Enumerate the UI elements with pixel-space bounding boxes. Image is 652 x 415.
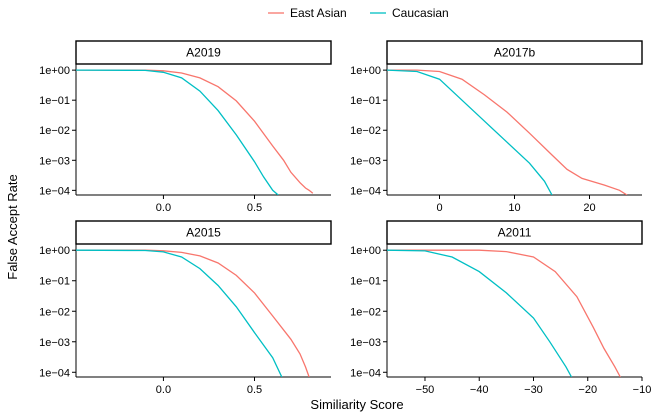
x-tick-label: 10 (508, 202, 520, 214)
y-tick-label: 1e+00 (39, 65, 70, 77)
series-line-east-asian (387, 249, 621, 377)
x-tick-label: −30 (524, 384, 543, 396)
y-tick-label: 1e−01 (39, 276, 70, 288)
y-tick-label: 1e−02 (39, 125, 70, 137)
legend: East Asian Caucasian (268, 6, 449, 20)
series-line-caucasian (387, 249, 573, 377)
x-axis-title: Similiarity Score (310, 397, 403, 412)
x-tick-label: 0.5 (247, 384, 262, 396)
y-tick-label: 1e−03 (350, 155, 381, 167)
legend-label-0: East Asian (290, 6, 347, 20)
x-tick-label: 0.0 (156, 202, 171, 214)
y-tick-label: 1e−03 (350, 337, 381, 349)
x-tick-label: −50 (416, 384, 435, 396)
x-tick-label: 20 (583, 202, 595, 214)
y-tick-label: 1e−01 (39, 95, 70, 107)
y-tick-label: 1e−01 (350, 95, 381, 107)
y-tick-label: 1e−02 (350, 125, 381, 137)
y-tick-label: 1e−04 (350, 367, 381, 379)
y-tick-label: 1e+00 (39, 245, 70, 257)
series-line-caucasian (387, 69, 553, 195)
y-axis-title: False Accept Rate (5, 174, 20, 280)
panel-strip (75, 40, 332, 65)
panel-title: A2011 (498, 226, 532, 240)
y-tick-label: 1e−01 (350, 276, 381, 288)
y-tick-label: 1e−02 (350, 306, 381, 318)
x-tick-label: 0.5 (247, 202, 262, 214)
panel-title: A2015 (186, 226, 221, 240)
series-line-caucasian (76, 249, 283, 377)
series-line-east-asian (387, 69, 628, 195)
panel-title: A2017b (494, 46, 536, 60)
panel-strip (386, 40, 643, 65)
series-line-east-asian (76, 249, 310, 377)
y-tick-label: 1e−03 (39, 155, 70, 167)
panel-0: A2019 1e+00 1e−01 1e−02 1e−03 1e−04 0.0 0.5 (39, 40, 332, 214)
panel-2: A2015 1e+00 1e−01 1e−02 1e−03 1e−04 0.0 0.5 (39, 220, 332, 396)
panel-strip (386, 220, 643, 245)
y-tick-label: 1e−03 (39, 337, 70, 349)
x-tick-label: −10 (633, 384, 652, 396)
y-tick-label: 1e−02 (39, 306, 70, 318)
panel-title: A2019 (186, 46, 221, 60)
series-line-east-asian (76, 69, 314, 194)
panel-3: A2011 1e+00 1e−01 1e−02 1e−03 1e−04 −50 −40 −30 −… (350, 220, 652, 396)
x-tick-label: −20 (578, 384, 597, 396)
y-tick-label: 1e−04 (350, 185, 381, 197)
legend-label-1: Caucasian (392, 6, 449, 20)
panel-1: A2017b 1e+00 1e−01 1e−02 1e−03 1e−04 0 10 20 (350, 40, 643, 214)
x-tick-label: 0 (436, 202, 442, 214)
y-tick-label: 1e−04 (39, 185, 70, 197)
panel-strip (75, 220, 332, 245)
y-tick-label: 1e−04 (39, 367, 70, 379)
x-tick-label: 0.0 (156, 384, 171, 396)
y-tick-label: 1e+00 (350, 245, 381, 257)
x-tick-label: −40 (470, 384, 489, 396)
y-tick-label: 1e+00 (350, 65, 381, 77)
series-line-caucasian (76, 69, 279, 195)
